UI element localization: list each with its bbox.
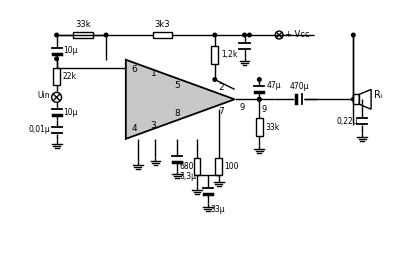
Text: 470µ: 470µ <box>289 82 309 91</box>
Text: 10µ: 10µ <box>64 108 78 117</box>
Text: 1: 1 <box>151 69 156 78</box>
Circle shape <box>352 33 355 37</box>
Bar <box>215 158 222 176</box>
Bar <box>53 68 60 85</box>
Bar <box>194 158 200 176</box>
Circle shape <box>258 78 261 81</box>
Text: 100: 100 <box>224 162 238 171</box>
Text: 4: 4 <box>132 124 138 134</box>
Text: 33k: 33k <box>76 20 91 29</box>
Polygon shape <box>126 60 235 139</box>
Text: 9: 9 <box>262 105 267 114</box>
Text: 2: 2 <box>218 83 224 92</box>
Text: 0,01µ: 0,01µ <box>29 125 51 134</box>
Circle shape <box>258 98 261 101</box>
Circle shape <box>352 98 355 101</box>
Text: 7: 7 <box>218 107 224 116</box>
Circle shape <box>248 33 251 37</box>
Bar <box>256 118 263 136</box>
Text: 5: 5 <box>174 81 180 90</box>
Text: 680: 680 <box>180 162 194 171</box>
Text: 3: 3 <box>151 120 156 130</box>
Bar <box>152 31 172 38</box>
Circle shape <box>213 78 217 81</box>
Bar <box>73 31 93 38</box>
Text: 10µ: 10µ <box>64 46 78 55</box>
Text: Rₗ: Rₗ <box>374 90 383 100</box>
Text: 9: 9 <box>240 103 245 112</box>
Circle shape <box>258 98 261 101</box>
Text: 6: 6 <box>132 65 138 74</box>
Text: Uin: Uin <box>37 91 50 100</box>
Circle shape <box>55 57 58 60</box>
Circle shape <box>243 33 246 37</box>
Text: + Vcc: + Vcc <box>285 29 310 39</box>
Text: 0,22µ: 0,22µ <box>337 117 358 125</box>
Text: 47µ: 47µ <box>266 81 281 90</box>
Text: 3,3µ: 3,3µ <box>179 172 196 182</box>
Text: 33µ: 33µ <box>211 205 226 214</box>
Circle shape <box>213 33 217 37</box>
Text: 1,2k: 1,2k <box>221 50 237 59</box>
Text: 8: 8 <box>174 109 180 118</box>
Bar <box>211 46 218 64</box>
Bar <box>353 94 359 104</box>
Circle shape <box>104 33 108 37</box>
Circle shape <box>55 33 58 37</box>
Text: 3k3: 3k3 <box>155 20 170 29</box>
Text: 22k: 22k <box>62 72 76 81</box>
Text: 33k: 33k <box>265 122 280 132</box>
